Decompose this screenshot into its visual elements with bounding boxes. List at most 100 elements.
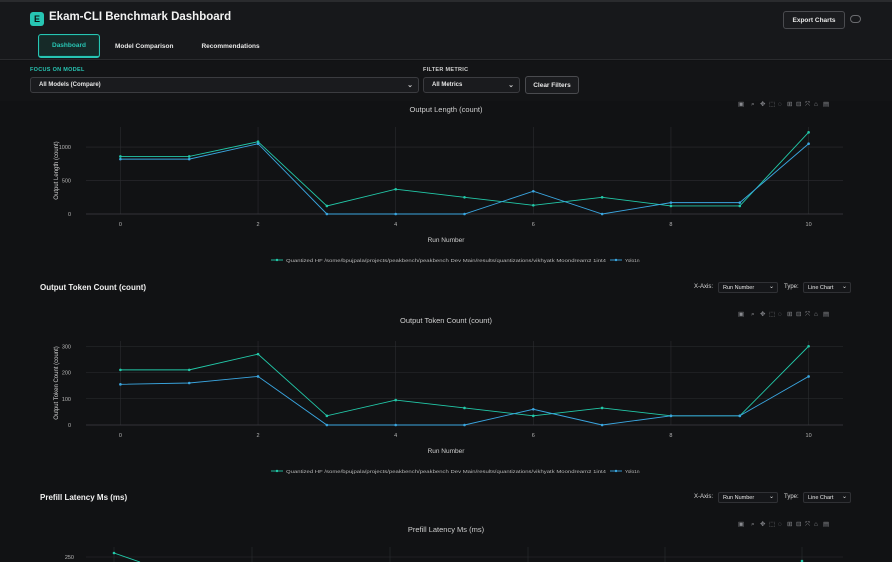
data-point	[187, 381, 191, 385]
lasso-icon[interactable]: ◌	[778, 521, 782, 528]
legend-marker-1	[275, 469, 279, 473]
output-length-chart[interactable]: ▣ ⌕ ✥ ⬚ ◌ ⊞ ⊟ ⤧ ⌂ ▤ Output Length (count) 0 2 4 6 8 10 0 5…	[0, 101, 892, 271]
legend-marker-2	[614, 258, 618, 262]
data-point	[463, 406, 466, 410]
data-point	[463, 195, 466, 199]
app-title: Ekam-CLI Benchmark Dashboard	[49, 11, 232, 23]
home-icon[interactable]: ⌂	[814, 521, 818, 528]
x-tick-label: 8	[669, 433, 672, 439]
x-tick-label: 4	[394, 222, 397, 228]
data-point	[669, 201, 673, 204]
x-axis-select[interactable]: Run Number ⌄	[718, 282, 778, 293]
plotly-logo-icon[interactable]: ▤	[823, 521, 829, 528]
autoscale-icon[interactable]: ⤧	[805, 311, 810, 318]
data-point	[325, 212, 329, 216]
chevron-down-icon: ⌄	[407, 82, 413, 89]
data-point	[394, 398, 397, 402]
section-title-output-token-count: Output Token Count (count)	[40, 283, 147, 292]
x-tick-label: 6	[532, 222, 535, 228]
data-point	[532, 189, 535, 193]
pan-icon[interactable]: ✥	[760, 310, 766, 318]
tab-dashboard[interactable]: Dashboard	[38, 34, 100, 58]
chart-area: ▣ ⌕ ✥ ⬚ ◌ ⊞ ⊟ ⤧ ⌂ ▤ Output Length (count) 0 2 4 6 8 10 0 5…	[0, 101, 892, 562]
zoom-in-icon[interactable]: ⊞	[787, 101, 793, 108]
box-select-icon[interactable]: ⬚	[769, 521, 775, 528]
tab-bar: Dashboard Model Comparison Recommendatio…	[38, 34, 275, 58]
zoom-out-icon[interactable]: ⊟	[796, 311, 802, 318]
plotly-logo-icon[interactable]: ▤	[823, 101, 829, 108]
prefill-latency-chart[interactable]: ▣ ⌕ ✥ ⬚ ◌ ⊞ ⊟ ⤧ ⌂ ▤ Prefill Latency Ms (ms) 250	[0, 511, 892, 562]
data-point	[600, 195, 604, 199]
x-tick-label: 0	[119, 433, 122, 439]
home-icon[interactable]: ⌂	[814, 311, 818, 318]
data-point	[187, 368, 191, 372]
filter-bar: FOCUS ON MODEL All Models (Compare) ⌄ FI…	[0, 61, 892, 101]
focus-model-select[interactable]: All Models (Compare) ⌄	[30, 77, 419, 93]
camera-icon[interactable]: ▣	[738, 101, 744, 108]
zoom-icon[interactable]: ⌕	[751, 311, 755, 318]
data-point	[669, 204, 673, 208]
zoom-out-icon[interactable]: ⊟	[796, 101, 802, 108]
lasso-icon[interactable]: ◌	[778, 101, 782, 108]
legend-label-1: Quantized HF /some/bpujpala/projects/pea…	[286, 258, 607, 263]
data-point	[807, 344, 810, 348]
chart-type-select[interactable]: Line Chart ⌄	[803, 492, 851, 503]
pan-icon[interactable]: ✥	[760, 520, 766, 528]
data-point	[325, 414, 329, 418]
section-title-prefill-latency: Prefill Latency Ms (ms)	[40, 493, 128, 502]
focus-model-value: All Models (Compare)	[39, 82, 101, 88]
data-point	[394, 212, 397, 216]
filter-metric-select[interactable]: All Metrics ⌄	[423, 77, 520, 93]
chart-type-value: Line Chart	[808, 284, 834, 291]
data-point	[256, 140, 260, 144]
y-axis-title: Output Token Count (count)	[54, 346, 60, 420]
zoom-in-icon[interactable]: ⊞	[787, 311, 793, 318]
chevron-down-icon: ⌄	[508, 82, 514, 89]
chart-type-select[interactable]: Line Chart ⌄	[803, 282, 851, 293]
data-point	[325, 423, 329, 427]
tab-recommendations[interactable]: Recommendations	[201, 42, 260, 50]
data-point	[119, 383, 122, 386]
data-point	[325, 204, 329, 208]
data-point	[394, 187, 397, 191]
data-point	[738, 414, 742, 418]
x-axis-value: Run Number	[723, 494, 755, 501]
chart-type-label: Type:	[784, 284, 799, 290]
zoom-icon[interactable]: ⌕	[751, 101, 755, 108]
legend-label-1: Quantized HF /some/bpujpala/projects/pea…	[286, 469, 607, 474]
box-select-icon[interactable]: ⬚	[769, 311, 775, 318]
zoom-in-icon[interactable]: ⊞	[787, 521, 793, 528]
zoom-icon[interactable]: ⌕	[751, 521, 755, 528]
data-point	[463, 423, 466, 427]
camera-icon[interactable]: ▣	[738, 311, 744, 318]
box-select-icon[interactable]: ⬚	[769, 101, 775, 108]
filter-metric-value: All Metrics	[432, 82, 463, 88]
autoscale-icon[interactable]: ⤧	[805, 101, 810, 108]
series-line-2	[120, 375, 809, 426]
theme-toggle[interactable]	[850, 15, 861, 23]
camera-icon[interactable]: ▣	[738, 521, 744, 528]
x-axis-select[interactable]: Run Number ⌄	[718, 492, 778, 503]
autoscale-icon[interactable]: ⤧	[805, 521, 810, 528]
x-tick-label: 2	[257, 433, 260, 439]
data-point	[119, 155, 122, 158]
output-token-count-chart[interactable]: ▣ ⌕ ✥ ⬚ ◌ ⊞ ⊟ ⤧ ⌂ ▤ Output Token Count (count) 0 2 4 6…	[0, 301, 892, 481]
data-point	[807, 375, 810, 378]
data-point	[119, 157, 122, 161]
tab-model-comparison[interactable]: Model Comparison	[114, 42, 174, 50]
zoom-out-icon[interactable]: ⊟	[796, 521, 802, 528]
chart-type-label: Type:	[784, 494, 799, 500]
plotly-logo-icon[interactable]: ▤	[823, 311, 829, 318]
clear-filters-button[interactable]: Clear Filters	[525, 76, 579, 94]
x-tick-label: 10	[806, 222, 812, 228]
chart-title: Output Token Count (count)	[400, 316, 493, 325]
pan-icon[interactable]: ✥	[760, 101, 766, 108]
y-tick-label: 200	[62, 371, 71, 377]
lasso-icon[interactable]: ◌	[778, 311, 782, 318]
export-charts-button[interactable]: Export Charts	[783, 11, 845, 29]
y-tick-label: 0	[68, 212, 71, 218]
home-icon[interactable]: ⌂	[814, 101, 818, 108]
data-point	[807, 131, 810, 134]
data-point	[187, 157, 191, 161]
